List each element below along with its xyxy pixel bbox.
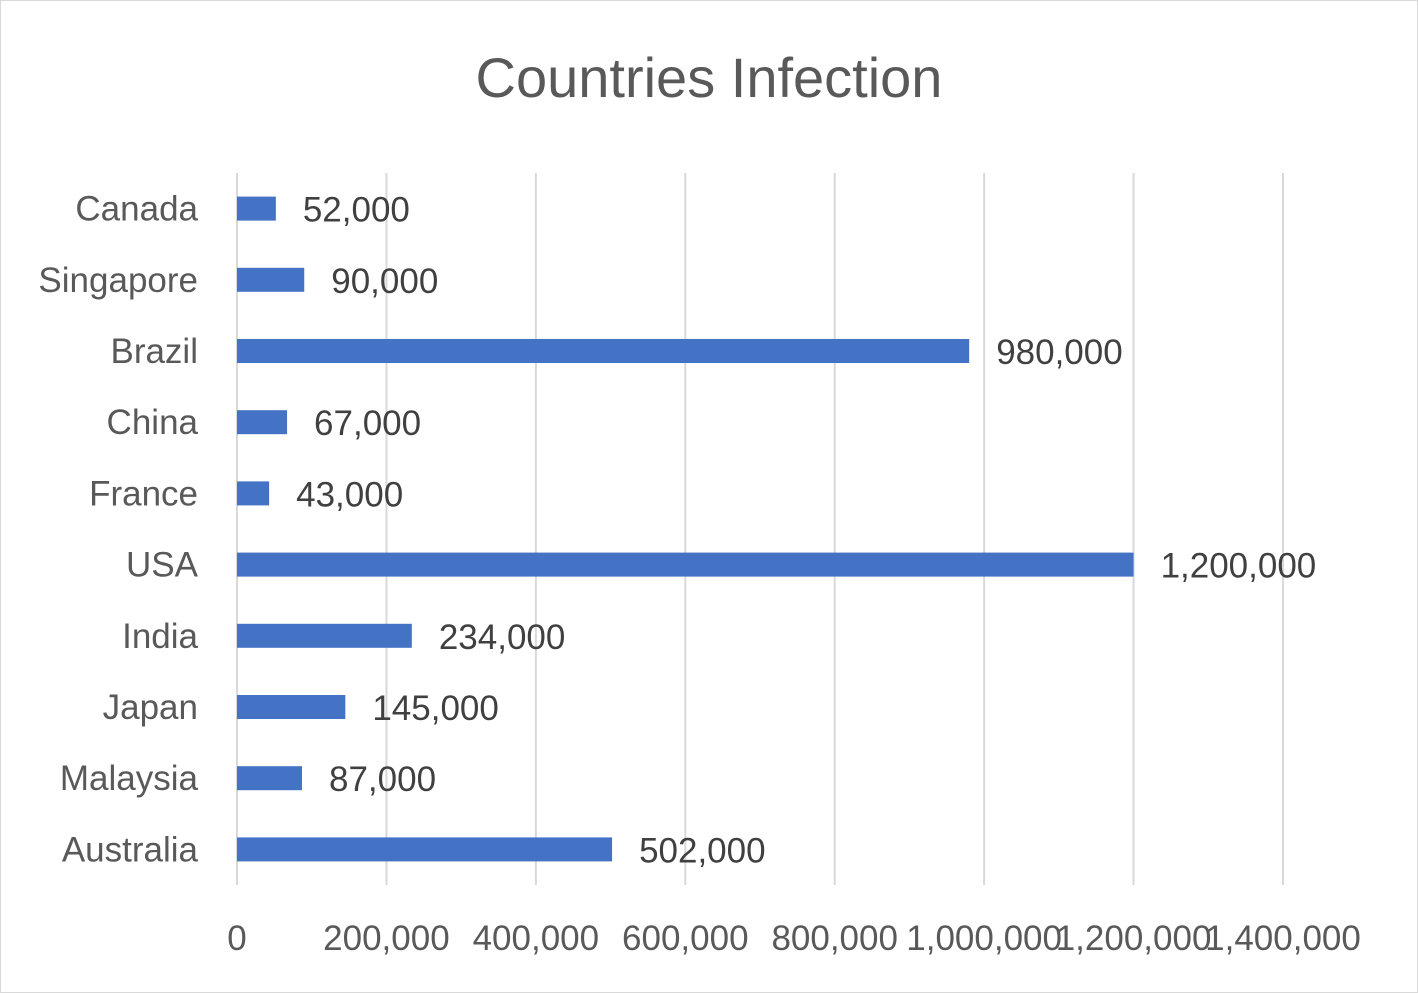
category-label: Canada	[75, 190, 198, 229]
bar-malaysia	[237, 766, 303, 791]
x-tick-label: 800,000	[771, 919, 898, 958]
category-label: India	[122, 617, 198, 656]
gridlines	[236, 173, 1284, 885]
category-label: China	[107, 403, 199, 442]
category-label: Singapore	[38, 261, 198, 300]
data-label: 145,000	[372, 689, 499, 728]
bar-canada	[237, 196, 276, 221]
x-tick-label: 600,000	[622, 919, 749, 958]
x-tick-label: 1,400,000	[1205, 919, 1361, 958]
data-labels: 52,000 90,000 980,000 67,000 43,000 1,200,000…	[296, 191, 1316, 871]
bar-india	[237, 623, 412, 648]
category-label: Brazil	[110, 332, 198, 371]
bar-china	[237, 410, 288, 435]
bar-brazil	[237, 339, 970, 363]
chart-title: Countries Infection	[476, 46, 943, 109]
bar-france	[237, 481, 270, 506]
x-tick-label: 0	[227, 919, 246, 958]
bar-singapore	[237, 267, 305, 292]
bar-australia	[237, 837, 613, 862]
bar-usa	[237, 552, 1134, 577]
x-axis-tick-labels: 0 200,000 400,000 600,000 800,000 1,000,0001,…	[227, 919, 1361, 958]
data-label: 1,200,000	[1161, 547, 1317, 586]
data-label: 502,000	[639, 831, 766, 870]
category-label: Malaysia	[60, 759, 199, 798]
category-label: USA	[126, 546, 199, 585]
data-label: 67,000	[314, 404, 421, 443]
data-label: 234,000	[439, 618, 566, 657]
category-labels: Canada Singapore Brazil China France USA India…	[38, 190, 198, 870]
category-label: France	[89, 474, 198, 513]
data-label: 980,000	[996, 333, 1123, 372]
data-label: 90,000	[331, 262, 438, 301]
x-tick-label: 400,000	[473, 919, 600, 958]
category-label: Australia	[62, 830, 199, 869]
data-label: 87,000	[329, 760, 436, 799]
bar-japan	[237, 695, 346, 719]
x-tick-label: 1,000,000	[906, 919, 1062, 958]
data-label: 52,000	[303, 191, 410, 230]
category-label: Japan	[103, 688, 198, 727]
x-tick-label: 1,200,000	[1056, 919, 1212, 958]
data-label: 43,000	[296, 475, 403, 514]
x-tick-label: 200,000	[323, 919, 450, 958]
bars	[237, 196, 1134, 862]
